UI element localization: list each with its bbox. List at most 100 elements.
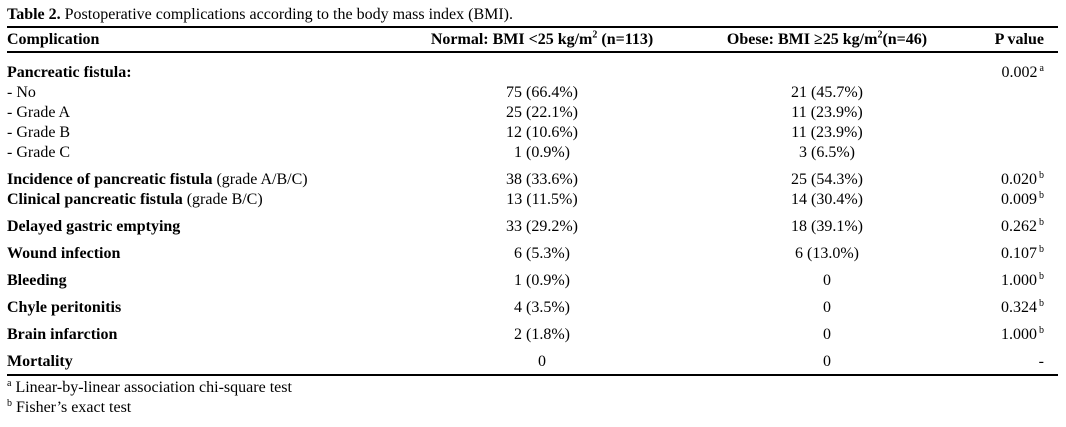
complication-label: - No: [7, 84, 36, 101]
obese-count-cell: 0: [687, 345, 967, 376]
complication-label: - Grade A: [7, 104, 71, 121]
table-header-row: Complication Normal: BMI <25 kg/m2 (n=11…: [7, 28, 1058, 53]
obese-count-cell: 14 (30.4%): [791, 191, 863, 208]
obese-count-cell: 11 (23.9%): [791, 124, 863, 141]
p-value-cell: 0.324 b: [967, 291, 1058, 318]
table-row: Pancreatic fistula: 0.002 a: [7, 52, 1058, 83]
superscript-2: 2: [592, 29, 598, 41]
table-row: Incidence of pancreatic fistula (grade A…: [7, 163, 1058, 190]
complication-cell: - No: [7, 83, 397, 103]
normal-count-cell: 1 (0.9%): [514, 144, 570, 161]
p-value-cell: 1.000 b: [967, 264, 1058, 291]
p-value-footnote-marker: b: [1039, 324, 1044, 336]
p-value-cell: 0.262 b: [967, 210, 1058, 237]
complication-label: Mortality: [7, 353, 73, 370]
obese-count-cell: 0: [823, 299, 831, 316]
normal-count-cell: 0: [397, 345, 687, 376]
paper-page: Table 2. Postoperative complications acc…: [7, 5, 1066, 418]
p-value: 1.000: [1001, 326, 1037, 343]
complication-cell: - Grade A: [7, 103, 397, 123]
col-header-complication: Complication: [7, 28, 397, 53]
table-caption-number: Table 2.: [7, 6, 61, 23]
p-value-cell: [967, 123, 1058, 143]
table-row: Clinical pancreatic fistula (grade B/C) 1…: [7, 190, 1058, 210]
complication-label: - Grade B: [7, 124, 71, 141]
footnote-b: b Fisher’s exact test: [7, 398, 1066, 418]
complication-cell: - Grade B: [7, 123, 397, 143]
complication-label: Brain infarction: [7, 326, 118, 343]
footnote-a-text: Linear-by-linear association chi-square …: [15, 379, 292, 396]
table-caption: Table 2. Postoperative complications acc…: [7, 5, 1058, 28]
p-value-cell: 1.000 b: [967, 318, 1058, 345]
complication-label: Chyle peritonitis: [7, 299, 122, 316]
table-row: Brain infarction 2 (1.8%) 0 1.000 b: [7, 318, 1058, 345]
col-header-obese: Obese: BMI ≥25 kg/m2(n=46): [687, 28, 967, 53]
p-value-footnote-marker: b: [1039, 297, 1044, 309]
normal-count-cell: 25 (22.1%): [506, 104, 578, 121]
p-value-cell: [967, 103, 1058, 123]
table-row: Bleeding 1 (0.9%) 0 1.000 b: [7, 264, 1058, 291]
col-header-p-value: P value: [967, 28, 1058, 53]
normal-count-cell: 33 (29.2%): [506, 218, 578, 235]
p-value: 0.107: [1001, 245, 1037, 262]
normal-count-cell: 12 (10.6%): [506, 124, 578, 141]
p-value: 0.002: [1001, 64, 1038, 81]
complication-cell: Brain infarction: [7, 318, 397, 345]
footnote-a-marker: a: [7, 377, 12, 389]
p-value-cell: 0.107 b: [967, 237, 1058, 264]
complication-cell: Delayed gastric emptying: [7, 210, 397, 237]
normal-count-cell: 13 (11.5%): [506, 191, 578, 208]
complications-table: Complication Normal: BMI <25 kg/m2 (n=11…: [7, 28, 1058, 376]
normal-count-cell: [397, 52, 687, 83]
obese-count-cell: 0: [823, 272, 831, 289]
p-value-footnote-marker: b: [1039, 270, 1044, 282]
normal-count-cell: 4 (3.5%): [514, 299, 570, 316]
p-value: 1.000: [1001, 272, 1037, 289]
complication-cell: Clinical pancreatic fistula (grade B/C): [7, 190, 397, 210]
obese-count-cell: 6 (13.0%): [795, 245, 859, 262]
p-value-cell: [967, 143, 1058, 163]
complication-cell: Mortality: [7, 345, 397, 376]
complication-label: - Grade C: [7, 144, 71, 161]
table-row: Chyle peritonitis 4 (3.5%) 0 0.324 b: [7, 291, 1058, 318]
complication-cell: Pancreatic fistula:: [7, 52, 397, 83]
footnote-a: a Linear-by-linear association chi-square…: [7, 378, 1066, 398]
table-row: - Grade A 25 (22.1%) 11 (23.9%): [7, 103, 1058, 123]
footnote-b-marker: b: [7, 397, 12, 409]
normal-count-cell: 1 (0.9%): [514, 272, 570, 289]
complication-cell: Incidence of pancreatic fistula (grade A…: [7, 163, 397, 190]
complication-label-suffix: (grade B/C): [182, 191, 263, 208]
obese-count-cell: 18 (39.1%): [791, 218, 863, 235]
table-row: Delayed gastric emptying 33 (29.2%) 18 (39…: [7, 210, 1058, 237]
complication-cell: Wound infection: [7, 237, 397, 264]
complication-label: Clinical pancreatic fistula: [7, 191, 183, 208]
obese-count-cell: 0: [823, 326, 831, 343]
normal-count-cell: 75 (66.4%): [506, 84, 578, 101]
superscript-2: 2: [877, 29, 883, 41]
p-value-cell: -: [967, 345, 1058, 376]
p-value: -: [1038, 353, 1044, 370]
p-value-footnote-marker: a: [1039, 62, 1044, 74]
obese-count-cell: 25 (54.3%): [791, 171, 863, 188]
normal-count-cell: 38 (33.6%): [506, 171, 578, 188]
p-value: 0.262: [1001, 218, 1037, 235]
p-value-footnote-marker: b: [1039, 169, 1044, 181]
normal-count-cell: 6 (5.3%): [514, 245, 570, 262]
p-value: 0.324: [1001, 299, 1037, 316]
p-value: 0.020: [1001, 171, 1037, 188]
obese-count-cell: 11 (23.9%): [791, 104, 863, 121]
p-value-footnote-marker: b: [1039, 189, 1044, 201]
complication-label: Delayed gastric emptying: [7, 218, 181, 235]
complication-label: Wound infection: [7, 245, 121, 262]
p-value-footnote-marker: b: [1039, 216, 1044, 228]
complication-cell: Bleeding: [7, 264, 397, 291]
complication-cell: Chyle peritonitis: [7, 291, 397, 318]
table-row: - Grade B 12 (10.6%) 11 (23.9%): [7, 123, 1058, 143]
table-caption-text: Postoperative complications according to…: [60, 6, 514, 23]
obese-count-cell: [687, 52, 967, 83]
complication-label-suffix: (grade A/B/C): [212, 171, 308, 188]
table-footnotes: a Linear-by-linear association chi-square…: [7, 378, 1066, 418]
complication-label: Bleeding: [7, 272, 67, 289]
table-row: - No 75 (66.4%) 21 (45.7%): [7, 83, 1058, 103]
complication-label: Incidence of pancreatic fistula: [7, 171, 213, 188]
